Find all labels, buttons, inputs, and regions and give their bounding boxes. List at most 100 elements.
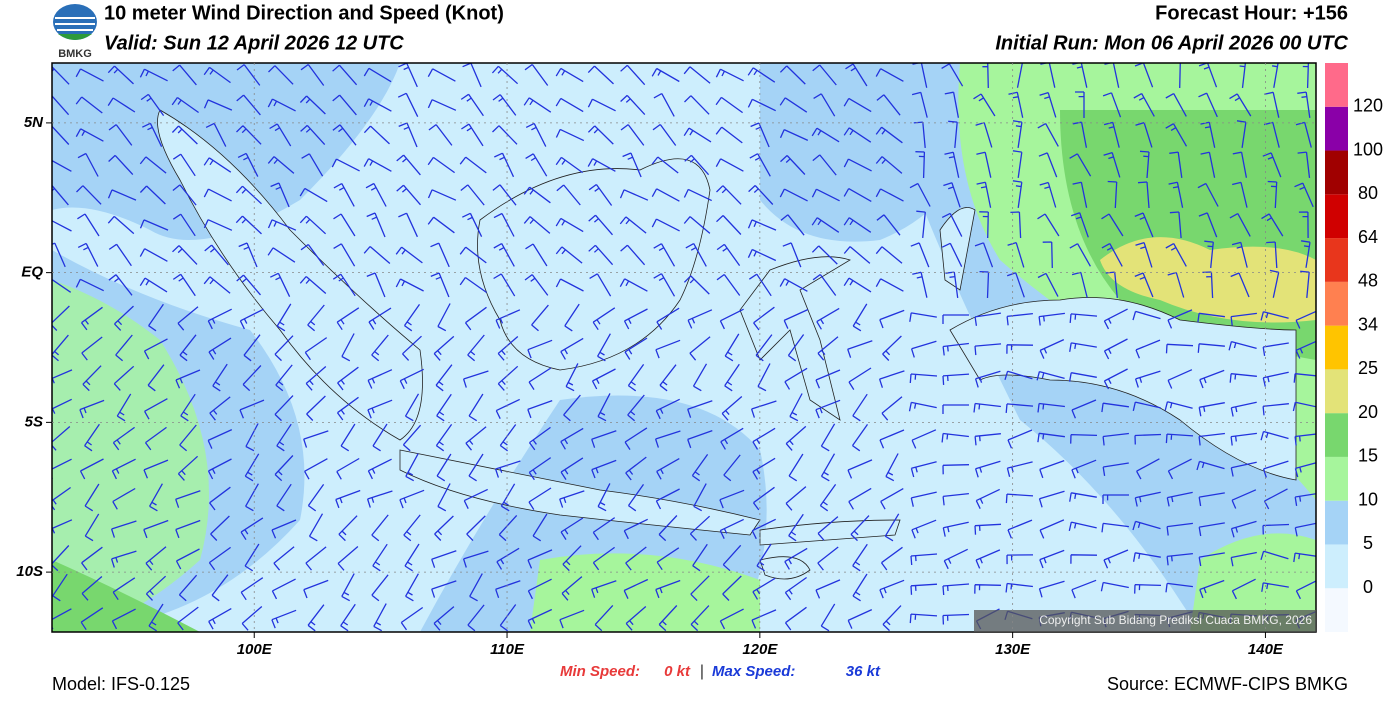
wind-barb (143, 519, 169, 539)
wind-barb (655, 488, 680, 510)
wind-barb (591, 459, 617, 479)
wind-barb (1037, 432, 1065, 443)
wind-barb (597, 333, 611, 362)
wind-barb (528, 426, 551, 451)
wind-barb (620, 94, 646, 116)
wind-barb (815, 399, 841, 419)
wind-barb (433, 335, 455, 361)
wind-barb (561, 576, 583, 601)
wind-barb (716, 273, 741, 296)
wind-barb (559, 609, 585, 629)
wind-barb (816, 307, 840, 330)
wind-barb (270, 272, 291, 297)
wind-barb (654, 430, 681, 448)
wind-barb (1260, 311, 1289, 321)
wind-barb (1038, 490, 1065, 508)
wind-barb (468, 453, 484, 482)
wind-barb (528, 367, 552, 390)
wind-barb (1134, 370, 1161, 388)
wind-barb (299, 276, 327, 294)
logo: BMKG (53, 4, 97, 60)
wind-barb (403, 304, 421, 332)
wind-barb (113, 365, 135, 391)
wind-barb (308, 513, 324, 542)
lon-label: 140E (1248, 641, 1284, 658)
wind-barb (560, 337, 584, 360)
wind-barb (366, 490, 393, 508)
colorbar-segment (1325, 413, 1348, 457)
wind-barb (77, 152, 99, 177)
wind-barb (81, 576, 103, 601)
wind-barb (1169, 211, 1182, 239)
wind-barb (395, 278, 424, 292)
wind-barb (1169, 151, 1183, 178)
initial-run: Initial Run: Mon 06 April 2026 00 UTC (995, 32, 1348, 54)
wind-barb (880, 488, 904, 510)
wind-barb (752, 486, 775, 511)
wind-barb (172, 213, 196, 237)
wind-barb (555, 278, 584, 292)
wind-barb (1232, 151, 1248, 178)
wind-barb (1007, 519, 1033, 539)
wind-barb (693, 483, 707, 512)
wind-barb (1239, 63, 1247, 88)
wind-barb (1298, 211, 1309, 239)
wind-barb (465, 426, 487, 451)
wind-barb (1005, 403, 1034, 413)
wind-barb (1004, 370, 1033, 380)
wind-barb (910, 340, 937, 358)
wind-barb (80, 607, 104, 631)
wind-barb (431, 580, 457, 598)
wind-barb (235, 215, 262, 235)
wind-barb (555, 128, 585, 142)
wind-barb (139, 248, 168, 262)
wind-barb (363, 158, 392, 172)
wind-barb (721, 396, 743, 421)
wind-barb (1012, 150, 1023, 178)
wind-barb (175, 548, 200, 570)
wind-barb (625, 456, 647, 481)
wind-barb (139, 156, 167, 174)
wind-barb (1005, 582, 1033, 593)
wind-barb (623, 578, 649, 599)
wind-barb (1300, 270, 1310, 298)
wind-barb (1230, 432, 1257, 446)
wind-barb (1229, 373, 1257, 383)
colorbar-label: 48 (1358, 271, 1378, 291)
wind-barb (172, 153, 196, 177)
wind-barb (434, 515, 454, 541)
wind-barb (363, 125, 390, 145)
wind-barb (267, 98, 296, 112)
wind-barb (1166, 552, 1193, 566)
wind-barb (1199, 369, 1225, 389)
wind-barb (492, 125, 518, 145)
wind-barb (333, 183, 355, 207)
wind-barb (1070, 433, 1098, 444)
wind-barb (112, 577, 136, 601)
wind-barb (523, 186, 551, 204)
wind-barb (304, 337, 328, 361)
wind-barb (235, 185, 262, 205)
wind-barb (624, 427, 648, 450)
wind-barb (1102, 462, 1129, 477)
wind-barb (1262, 523, 1290, 535)
wind-barb (910, 553, 938, 566)
wind-barb (273, 546, 295, 571)
wind-barb (1198, 492, 1225, 507)
wind-barb (591, 368, 616, 390)
wind-barb (559, 490, 585, 508)
wind-barb (1139, 150, 1150, 179)
wind-barb (788, 513, 804, 542)
wind-barb (460, 93, 484, 117)
wind-barb (149, 483, 163, 512)
wind-barb (177, 606, 199, 631)
wind-barb (527, 339, 553, 359)
wind-barb (398, 122, 418, 148)
wind-barb (307, 484, 325, 512)
wind-barb (430, 272, 450, 298)
wind-barb (494, 152, 515, 178)
wind-barb (973, 402, 1001, 413)
wind-barb (145, 575, 167, 601)
wind-barb (684, 95, 710, 115)
wind-barb (371, 334, 389, 362)
